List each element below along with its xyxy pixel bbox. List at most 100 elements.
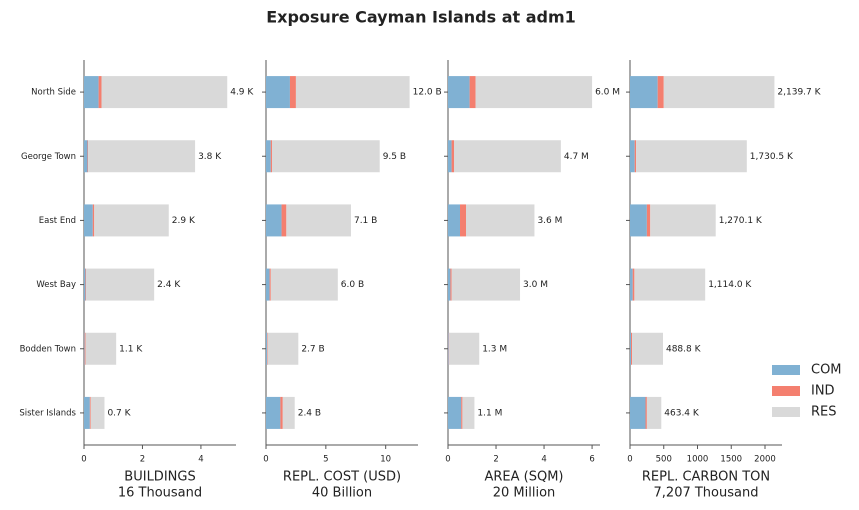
bar-segment (448, 268, 451, 301)
total-label: 2.9 K (172, 216, 196, 226)
bar-segment (663, 76, 775, 109)
y-tick-label: West Bay (36, 280, 76, 290)
legend-label: RES (811, 405, 837, 420)
x-tick-label: 0 (627, 455, 632, 465)
bar-segment (84, 76, 99, 109)
bar-segment (86, 268, 155, 301)
x-tick-label: 0 (445, 455, 450, 465)
bar-segment (281, 204, 287, 237)
bar-segment (266, 332, 268, 365)
x-axis-label: AREA (SQM) (484, 470, 563, 485)
bar-segment (631, 332, 633, 365)
y-tick-label: North Side (31, 88, 76, 98)
bar-segment (270, 140, 272, 173)
bar-segment (266, 268, 270, 301)
legend-swatch (772, 365, 800, 375)
bar-segment (267, 332, 268, 365)
x-axis-label: BUILDINGS (124, 470, 195, 485)
x-tick-label: 2 (140, 455, 145, 465)
bar-segment (634, 140, 637, 173)
bar-segment (646, 396, 662, 429)
total-label: 3.8 K (198, 152, 222, 162)
bar-segment (632, 332, 663, 365)
bar-segment (266, 396, 281, 429)
total-label: 463.4 K (664, 408, 700, 418)
bar-segment (271, 140, 380, 173)
bar-segment (85, 268, 87, 301)
total-label: 3.0 M (523, 280, 548, 290)
bar-segment (87, 140, 89, 173)
x-tick-label: 2000 (754, 455, 776, 465)
bar-segment (632, 268, 635, 301)
bar-segment (451, 268, 521, 301)
bar-segment (269, 268, 271, 301)
y-tick-label: East End (39, 216, 76, 226)
x-axis-sublabel: 16 Thousand (118, 486, 202, 501)
total-label: 1,114.0 K (708, 280, 752, 290)
bar-segment (630, 204, 647, 237)
bar-segment (94, 204, 169, 237)
bar-segment (84, 332, 85, 365)
total-label: 1.1 K (119, 344, 143, 354)
bar-segment (98, 76, 102, 109)
bar-segment (630, 76, 658, 109)
bar-segment (451, 140, 455, 173)
bar-segment (88, 140, 196, 173)
bar-segment (475, 76, 593, 109)
legend-label: IND (811, 384, 835, 399)
x-axis-sublabel: 20 Million (493, 486, 556, 501)
bar-segment (448, 204, 461, 237)
bar-segment (84, 396, 90, 429)
total-label: 12.0 B (413, 88, 442, 98)
chart-title: Exposure Cayman Islands at adm1 (266, 8, 576, 27)
bar-segment (630, 332, 632, 365)
x-tick-label: 10 (380, 455, 391, 465)
bar-segment (266, 204, 282, 237)
x-axis-sublabel: 40 Billion (312, 486, 372, 501)
x-axis-label: REPL. CARBON TON (642, 470, 770, 485)
y-tick-label: Bodden Town (20, 344, 76, 354)
total-label: 2.4 B (298, 408, 321, 418)
bar-segment (461, 396, 463, 429)
bar-segment (266, 140, 271, 173)
total-label: 4.9 K (230, 88, 254, 98)
total-label: 7.1 B (354, 216, 377, 226)
bar-segment (650, 204, 716, 237)
x-tick-label: 500 (656, 455, 672, 465)
x-tick-label: 6 (589, 455, 594, 465)
bar-segment (449, 332, 480, 365)
bar-segment (84, 332, 86, 365)
bar-segment (270, 268, 338, 301)
total-label: 4.7 M (564, 152, 589, 162)
x-axis-label: REPL. COST (USD) (283, 470, 401, 485)
total-label: 1.1 M (477, 408, 502, 418)
bar-segment (295, 76, 410, 109)
y-tick-label: George Town (21, 152, 76, 162)
bar-segment (657, 76, 664, 109)
bar-segment (89, 396, 91, 429)
legend-label: COM (811, 363, 842, 378)
bar-segment (85, 332, 117, 365)
x-axis-sublabel: 7,207 Thousand (654, 486, 759, 501)
bar-segment (84, 268, 86, 301)
total-label: 1.3 M (482, 344, 507, 354)
bar-segment (101, 76, 228, 109)
total-label: 488.8 K (666, 344, 702, 354)
bar-segment (280, 396, 283, 429)
bar-segment (289, 76, 296, 109)
bar-segment (645, 396, 647, 429)
total-label: 0.7 K (107, 408, 131, 418)
bar-segment (282, 396, 295, 429)
bar-segment (630, 396, 646, 429)
x-tick-label: 5 (323, 455, 328, 465)
bar-segment (266, 76, 290, 109)
x-tick-label: 4 (198, 455, 203, 465)
bar-segment (450, 268, 452, 301)
legend-swatch (772, 407, 800, 417)
bar-segment (460, 204, 467, 237)
total-label: 9.5 B (383, 152, 406, 162)
bar-segment (267, 332, 299, 365)
legend-swatch (772, 386, 800, 396)
bar-segment (462, 396, 475, 429)
